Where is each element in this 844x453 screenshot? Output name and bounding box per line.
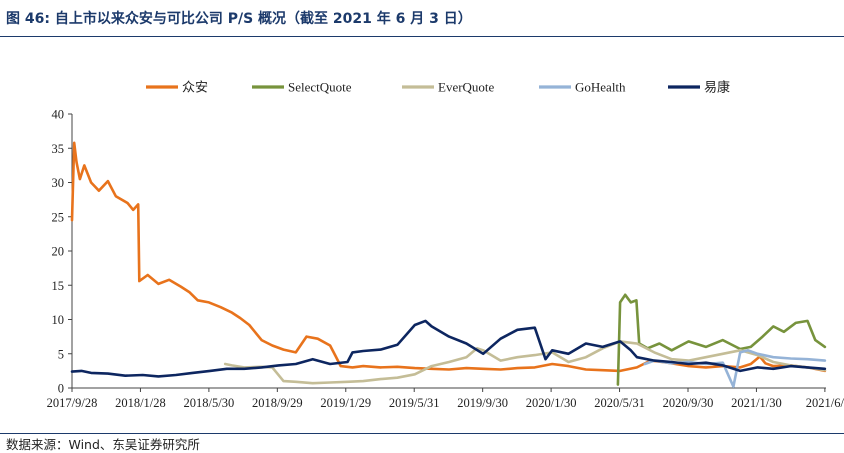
ps-line-chart: 众安 SelectQuote EverQuote GoHealth 易康 0 5 10 15 2… bbox=[47, 80, 844, 411]
chart-plot-area bbox=[70, 141, 827, 388]
series-line-0 bbox=[70, 141, 827, 373]
x-tick-label: 2021/6/ bbox=[806, 396, 844, 410]
x-tick-label: 2019/1/29 bbox=[320, 396, 371, 410]
legend-label-4: 易康 bbox=[704, 80, 730, 95]
y-tick-label: 20 bbox=[52, 245, 65, 259]
x-tick-label: 2021/1/30 bbox=[731, 396, 782, 410]
legend-label-3: GoHealth bbox=[575, 80, 626, 95]
series-line-1 bbox=[616, 293, 827, 386]
footer-divider bbox=[0, 433, 844, 434]
x-tick-label: 2017/9/28 bbox=[47, 396, 98, 410]
legend-label-0: 众安 bbox=[182, 80, 208, 95]
page-title: 图 46: 自上市以来众安与可比公司 P/S 概况（截至 2021 年 6 月 … bbox=[6, 11, 472, 27]
x-tick-label: 2018/5/30 bbox=[184, 396, 235, 410]
chart-legend: 众安 SelectQuote EverQuote GoHealth 易康 bbox=[146, 80, 730, 95]
y-tick-label: 40 bbox=[52, 108, 65, 122]
x-tick-label: 2020/9/30 bbox=[663, 396, 714, 410]
y-tick-label: 30 bbox=[52, 176, 65, 190]
series-line-2 bbox=[223, 340, 827, 385]
legend-label-2: EverQuote bbox=[438, 80, 495, 95]
legend-label-1: SelectQuote bbox=[288, 80, 352, 95]
x-tick-label: 2020/1/30 bbox=[526, 396, 577, 410]
data-source-note: 数据来源：Wind、东吴证券研究所 bbox=[6, 437, 200, 452]
x-tick-label: 2018/1/28 bbox=[115, 396, 166, 410]
y-tick-label: 5 bbox=[58, 347, 64, 361]
y-tick-label: 25 bbox=[52, 210, 65, 224]
chart-axes: 0 5 10 15 20 25 30 35 40 2017/9/28 2018/1/28 2018/5… bbox=[47, 108, 844, 411]
x-tick-label: 2019/5/31 bbox=[389, 396, 440, 410]
title-divider bbox=[0, 36, 844, 37]
x-tick-label: 2020/5/31 bbox=[594, 396, 645, 410]
series-line-4 bbox=[70, 319, 827, 378]
y-tick-label: 0 bbox=[58, 382, 64, 396]
x-tick-label: 2019/9/30 bbox=[457, 396, 508, 410]
y-tick-label: 15 bbox=[52, 279, 65, 293]
y-tick-label: 35 bbox=[52, 142, 65, 156]
x-tick-label: 2018/9/29 bbox=[252, 396, 303, 410]
y-tick-label: 10 bbox=[52, 313, 65, 327]
